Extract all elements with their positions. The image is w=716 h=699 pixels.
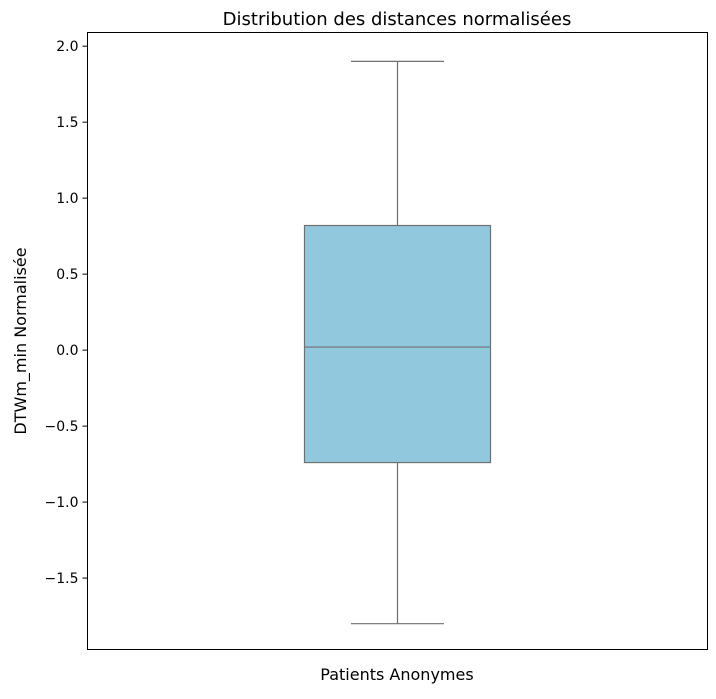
y-tick-label: 2.0 [56,39,78,55]
plot-frame [87,32,708,650]
interquartile-box [303,224,492,464]
y-tick-label: −0.5 [45,419,79,435]
y-tick-label: 1.0 [56,191,78,207]
y-tick-label: −1.5 [45,571,79,587]
chart-title: Distribution des distances normalisées [223,9,572,30]
y-tick-label: 0.0 [56,343,78,359]
x-axis-label: Patients Anonymes [320,665,473,684]
y-axis: 2.0 1.5 1.0 0.5 0.0 −0.5 −1.0 −1.5 [45,39,88,587]
y-tick-label: 0.5 [56,267,78,283]
y-axis-label: DTWm_min Normalisée [11,247,31,434]
y-tick-label: −1.0 [45,495,79,511]
y-tick-label: 1.5 [56,115,78,131]
box-plot [303,60,492,625]
